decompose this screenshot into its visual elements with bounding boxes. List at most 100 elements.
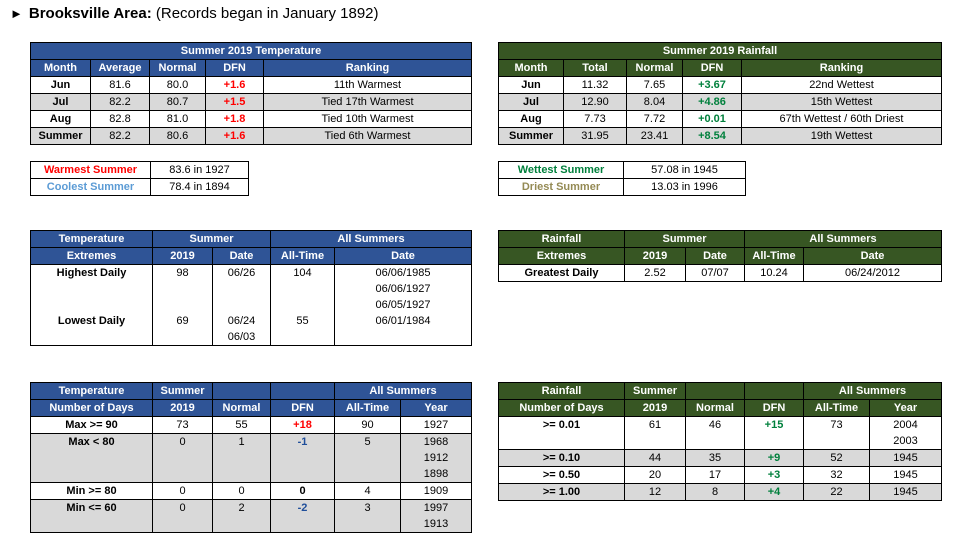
summer-cell: 0 bbox=[152, 433, 213, 450]
column-header: Year bbox=[869, 399, 942, 417]
ranking-cell: 15th Wettest bbox=[741, 93, 942, 111]
page-title: Brooksville Area: bbox=[28, 5, 152, 22]
table-title: Summer 2019 Rainfall bbox=[498, 42, 942, 60]
table-row: Max < 80 0 1 -1 5 1968 bbox=[30, 433, 472, 450]
dfn-cell: -1 bbox=[270, 433, 335, 450]
dfn-cell: +18 bbox=[270, 416, 335, 434]
row-label: >= 1.00 bbox=[498, 483, 625, 501]
normal-cell: 80.7 bbox=[149, 93, 206, 111]
table-title: Summer 2019 Temperature bbox=[30, 42, 472, 60]
ranking-cell: Tied 6th Warmest bbox=[263, 127, 472, 145]
column-header: Ranking bbox=[263, 59, 472, 77]
dfn-cell: +8.54 bbox=[682, 127, 742, 145]
summer-cell: 0 bbox=[152, 499, 213, 516]
year-cell: 1968 bbox=[400, 433, 472, 450]
year-cell: 1945 bbox=[869, 466, 942, 484]
greatest-daily-label: Greatest Daily bbox=[498, 264, 625, 282]
summer-cell: 20 bbox=[624, 466, 686, 484]
rainfall-summary-table: Summer 2019 Rainfall Month Total Normal … bbox=[498, 42, 942, 145]
column-header: Normal bbox=[626, 59, 683, 77]
lowest-daily-date: 06/24 bbox=[212, 313, 271, 329]
year-cell: 1945 bbox=[869, 449, 942, 467]
ranking-cell: 11th Warmest bbox=[263, 76, 472, 94]
dfn-cell: +1.6 bbox=[205, 127, 264, 145]
alltime-cell: 5 bbox=[334, 433, 401, 450]
month-cell: Summer bbox=[30, 127, 91, 145]
column-header: Rainfall bbox=[498, 230, 625, 248]
temperature-days-table: Temperature Summer All Summers Number of… bbox=[30, 382, 472, 533]
ranking-cell: 67th Wettest / 60th Driest bbox=[741, 110, 942, 128]
table-row: >= 0.50 20 17 +3 32 1945 bbox=[498, 466, 942, 484]
page-subtitle: (Records began in January 1892) bbox=[155, 5, 379, 22]
normal-cell: 80.0 bbox=[149, 76, 206, 94]
table-row: Greatest Daily 2.52 07/07 10.24 06/24/20… bbox=[498, 264, 942, 282]
normal-cell: 35 bbox=[685, 449, 745, 467]
column-header: Date bbox=[685, 247, 745, 265]
alltime-cell: 90 bbox=[334, 416, 401, 434]
column-header: All-Time bbox=[334, 399, 401, 417]
month-cell: Aug bbox=[498, 110, 564, 128]
column-header: Number of Days bbox=[498, 399, 625, 417]
column-header: DFN bbox=[744, 399, 804, 417]
dfn-cell: +4.86 bbox=[682, 93, 742, 111]
lowest-alltime-value: 55 bbox=[270, 313, 335, 329]
table-row: Aug 82.8 81.0 +1.8 Tied 10th Warmest bbox=[30, 110, 472, 128]
year-cell: 1945 bbox=[869, 483, 942, 501]
table-row: Aug 7.73 7.72 +0.01 67th Wettest / 60th … bbox=[498, 110, 942, 128]
dfn-cell: +0.01 bbox=[682, 110, 742, 128]
temperature-records-table: Warmest Summer 83.6 in 1927 Coolest Summ… bbox=[30, 161, 249, 196]
summer-cell: 12 bbox=[624, 483, 686, 501]
normal-cell: 8 bbox=[685, 483, 745, 501]
column-header: Normal bbox=[149, 59, 206, 77]
alltime-cell: 52 bbox=[803, 449, 870, 467]
row-label: >= 0.50 bbox=[498, 466, 625, 484]
column-header: Date bbox=[334, 247, 472, 265]
column-header: Extremes bbox=[498, 247, 625, 265]
column-header: All Summers bbox=[334, 382, 472, 400]
column-header: Number of Days bbox=[30, 399, 153, 417]
normal-cell: 2 bbox=[212, 499, 271, 516]
dfn-cell: +4 bbox=[744, 483, 804, 501]
column-header: 2019 bbox=[624, 399, 686, 417]
highest-alltime-date: 06/06/1927 bbox=[334, 281, 472, 297]
greatest-alltime-date: 06/24/2012 bbox=[803, 264, 942, 282]
highest-alltime-date: 06/06/1985 bbox=[334, 264, 472, 281]
wettest-summer-value: 57.08 in 1945 bbox=[623, 161, 746, 179]
table-row: Highest Daily 98 06/26 104 06/06/1985 bbox=[30, 264, 472, 281]
page-header: ► Brooksville Area: (Records began in Jan… bbox=[10, 5, 379, 22]
ranking-cell: Tied 10th Warmest bbox=[263, 110, 472, 128]
lowest-alltime-date: 06/01/1984 bbox=[334, 313, 472, 329]
table-row: Min <= 60 0 2 -2 3 1997 bbox=[30, 499, 472, 516]
alltime-cell: 3 bbox=[334, 499, 401, 516]
normal-cell: 81.0 bbox=[149, 110, 206, 128]
column-header: DFN bbox=[270, 399, 335, 417]
summer-cell: 73 bbox=[152, 416, 213, 434]
ranking-cell: 22nd Wettest bbox=[741, 76, 942, 94]
column-header: 2019 bbox=[624, 247, 686, 265]
month-cell: Aug bbox=[30, 110, 91, 128]
row-label: Min >= 80 bbox=[30, 482, 153, 500]
column-header: Summer bbox=[624, 382, 686, 400]
alltime-cell: 32 bbox=[803, 466, 870, 484]
month-cell: Jul bbox=[30, 93, 91, 111]
column-header: Year bbox=[400, 399, 472, 417]
row-label: >= 0.10 bbox=[498, 449, 625, 467]
month-cell: Jul bbox=[498, 93, 564, 111]
lowest-daily-value: 69 bbox=[152, 313, 213, 329]
year-cell: 1912 bbox=[400, 450, 472, 466]
driest-summer-label: Driest Summer bbox=[498, 178, 624, 196]
column-header: Date bbox=[803, 247, 942, 265]
average-cell: 82.2 bbox=[90, 127, 150, 145]
normal-cell: 7.65 bbox=[626, 76, 683, 94]
total-cell: 7.73 bbox=[563, 110, 627, 128]
column-header: All-Time bbox=[270, 247, 335, 265]
column-header bbox=[212, 382, 271, 400]
driest-summer-value: 13.03 in 1996 bbox=[623, 178, 746, 196]
column-header: Normal bbox=[212, 399, 271, 417]
alltime-cell: 4 bbox=[334, 482, 401, 500]
column-header: DFN bbox=[205, 59, 264, 77]
normal-cell: 8.04 bbox=[626, 93, 683, 111]
column-header: Ranking bbox=[741, 59, 942, 77]
table-row: Jul 12.90 8.04 +4.86 15th Wettest bbox=[498, 93, 942, 111]
warmest-summer-label: Warmest Summer bbox=[30, 161, 151, 179]
